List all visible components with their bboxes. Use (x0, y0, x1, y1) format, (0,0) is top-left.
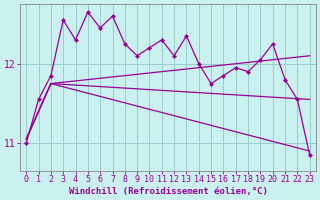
X-axis label: Windchill (Refroidissement éolien,°C): Windchill (Refroidissement éolien,°C) (68, 187, 268, 196)
